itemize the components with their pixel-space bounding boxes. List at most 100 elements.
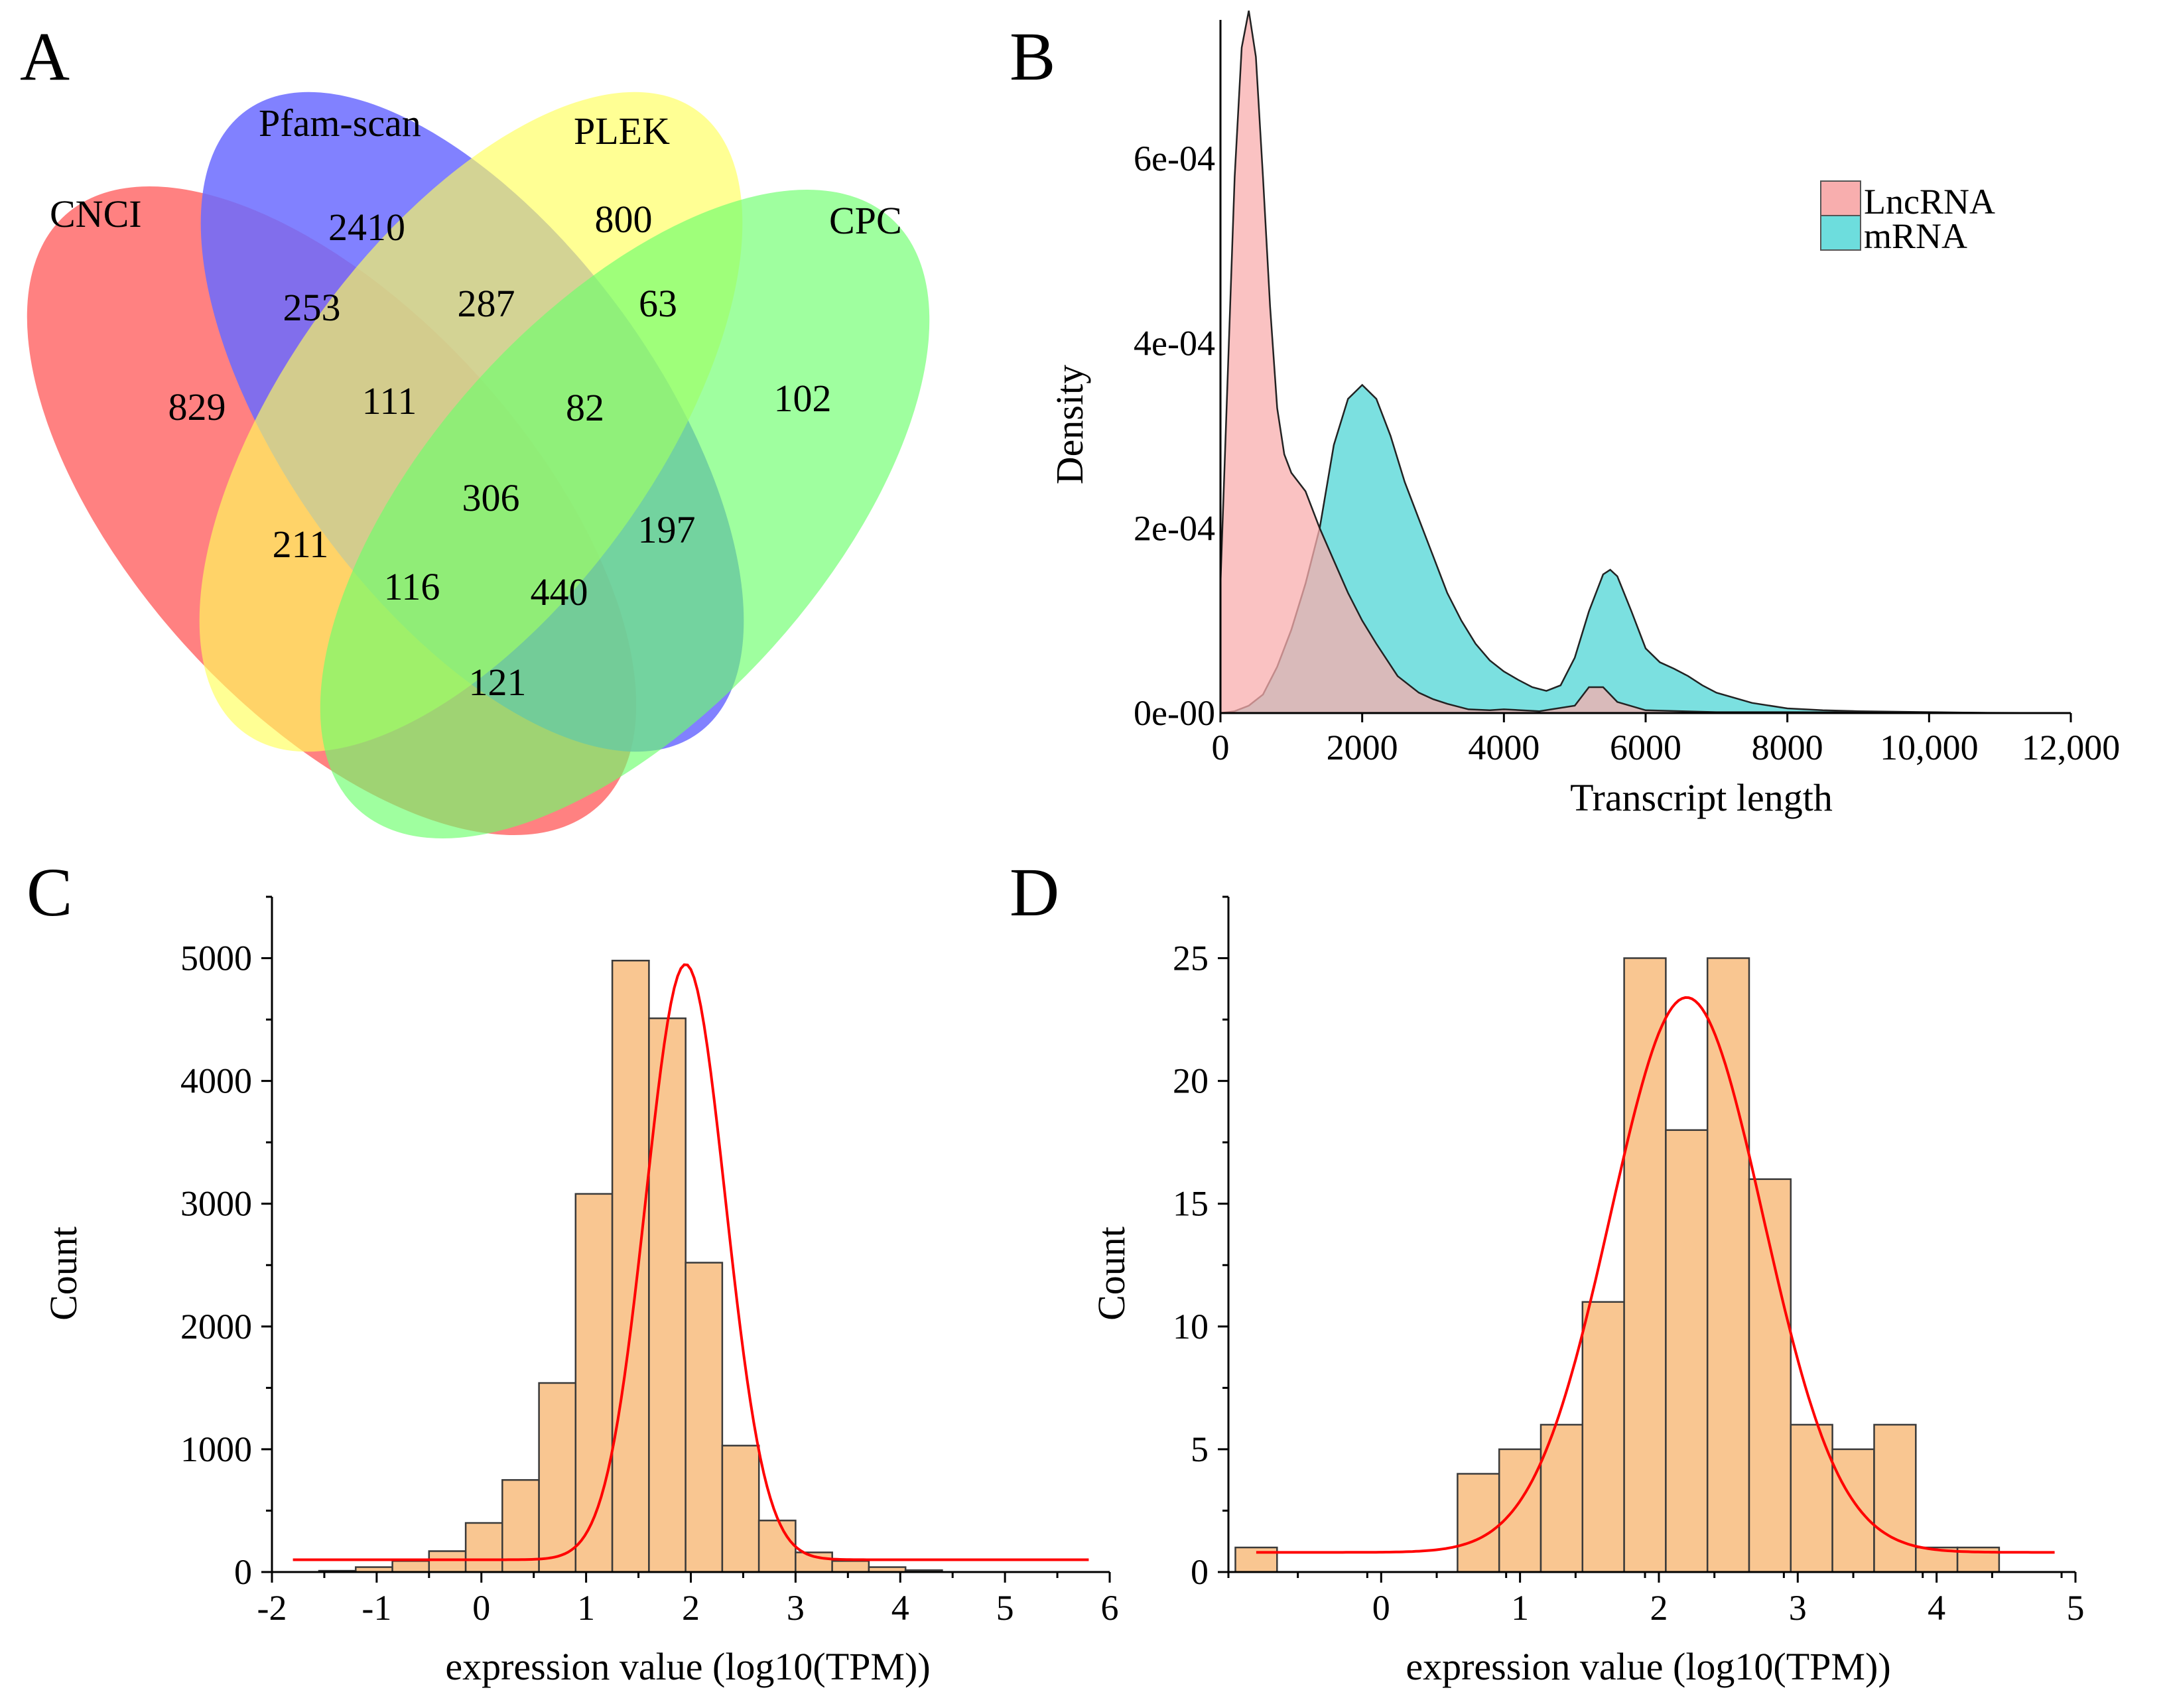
gaussian-fit-curve: [293, 963, 1089, 1561]
venn-region-count: 253: [283, 286, 341, 329]
venn-set-label-cpc: CPC: [829, 199, 902, 242]
density-axis-ticks: 0 2000 4000 6000 8000 10,000 12,000 0e-00 2e-04 4…: [1134, 139, 2120, 767]
histogram-bar: [1623, 957, 1667, 1573]
venn-set-label-pfam-scan: Pfam-scan: [259, 101, 421, 145]
y-axis-title: Count: [1090, 1226, 1133, 1321]
venn-set-label-plek: PLEK: [574, 109, 670, 153]
panel-b-label: B: [1010, 19, 1055, 95]
y-tick-label: 6e-04: [1134, 139, 1215, 178]
histogram-bar: [1665, 1129, 1709, 1573]
venn-region-count: 287: [458, 282, 515, 325]
density-area-lncrna: [1219, 10, 2071, 714]
density-plot-area: [1219, 10, 2071, 714]
venn-region-count: 111: [362, 379, 417, 423]
x-tick-label: 4: [891, 1588, 909, 1628]
x-tick-label: 4000: [1468, 728, 1540, 767]
venn-region-count: 116: [384, 565, 440, 608]
y-axis-title: Count: [42, 1226, 85, 1321]
venn-region-counts: 829 2410 800 102 253 287 63 111 82 306 2…: [168, 198, 832, 704]
venn-region-count: 829: [168, 385, 226, 428]
histogram-bar: [611, 959, 650, 1573]
venn-region-count: 440: [531, 570, 588, 614]
histogram-bar: [1498, 1448, 1542, 1573]
panel-d-label: D: [1010, 854, 1059, 931]
y-tick-label: 5000: [180, 939, 252, 978]
x-tick-label: 1: [1511, 1588, 1529, 1628]
x-tick-label: 12,000: [2022, 728, 2121, 767]
x-tick-label: 3: [1789, 1588, 1807, 1628]
y-tick-label: 15: [1173, 1184, 1209, 1224]
legend-label-lncrna: LncRNA: [1864, 182, 1995, 222]
y-tick-label: 2000: [180, 1307, 252, 1347]
histogram-bar: [538, 1382, 577, 1573]
legend-swatch-mrna: [1820, 215, 1861, 251]
x-tick-label: 10,000: [1880, 728, 1979, 767]
histogram-bar: [428, 1550, 467, 1573]
y-tick-label: 25: [1173, 939, 1209, 978]
histogram-axis-ticks: 0 1 2 3 4 5 0 5 10 15 20 25: [1173, 895, 2085, 1628]
x-tick-label: 6000: [1610, 728, 1681, 767]
x-axis-title: expression value (log10(TPM)): [1406, 1645, 1890, 1688]
panel-c-histogram: C -2 -1 0 1 2 3 4 5 6 0 1000 2000 3000 4000 5000 expre…: [27, 854, 1119, 1688]
venn-region-count: 63: [639, 282, 677, 325]
x-tick-label: 8000: [1752, 728, 1823, 767]
x-axis-title: expression value (log10(TPM)): [445, 1645, 930, 1688]
histogram-bar: [1748, 1178, 1792, 1573]
x-tick-label: 4: [1928, 1588, 1945, 1628]
histogram-bar: [1581, 1301, 1625, 1573]
venn-set-label-cnci: CNCI: [50, 192, 142, 235]
panel-a-label: A: [20, 19, 70, 95]
histogram-bar: [391, 1560, 430, 1573]
venn-region-count: 102: [774, 377, 832, 420]
histogram-bars: [318, 959, 943, 1573]
x-tick-label: 2000: [1327, 728, 1398, 767]
panel-d-histogram: D 0 1 2 3 4 5 0 5 10 15 20 25 expression value (log…: [1010, 854, 2085, 1688]
venn-region-count: 211: [273, 523, 329, 566]
histogram-axis-ticks: -2 -1 0 1 2 3 4 5 6 0 1000 2000 3000 4000 5000: [180, 895, 1119, 1628]
x-tick-label: 5: [996, 1588, 1014, 1628]
y-tick-label: 4e-04: [1134, 324, 1215, 363]
venn-region-count: 306: [462, 476, 520, 519]
histogram-bar: [721, 1445, 760, 1573]
y-tick-label: 0e-00: [1134, 693, 1215, 733]
venn-region-count: 197: [638, 508, 696, 551]
y-tick-label: 3000: [180, 1184, 252, 1224]
histogram-bar: [1457, 1473, 1500, 1573]
panel-a-venn: A CNCI Pfam-scan PLEK CPC 829 2410 800 1…: [20, 19, 930, 838]
y-tick-label: 20: [1173, 1061, 1209, 1101]
panel-c-label: C: [27, 854, 72, 931]
histogram-bar: [501, 1478, 540, 1573]
venn-region-count: 121: [469, 661, 527, 704]
x-tick-label: 5: [2067, 1588, 2085, 1628]
histogram-bar: [831, 1560, 870, 1573]
x-tick-label: 0: [1212, 728, 1230, 767]
y-tick-label: 0: [1191, 1552, 1209, 1592]
histogram-bar: [1706, 957, 1750, 1573]
x-tick-label: -1: [361, 1588, 391, 1628]
x-axis-title: Transcript length: [1570, 776, 1833, 819]
legend: LncRNA mRNA: [1820, 180, 1995, 256]
y-tick-label: 2e-04: [1134, 508, 1215, 548]
histogram-bar: [464, 1522, 503, 1573]
x-tick-label: 0: [1372, 1588, 1390, 1628]
venn-region-count: 82: [566, 386, 604, 429]
x-tick-label: 2: [682, 1588, 700, 1628]
legend-label-mrna: mRNA: [1864, 216, 1967, 256]
histogram-bar: [685, 1262, 724, 1573]
histogram-bar: [1873, 1423, 1917, 1573]
x-tick-label: 1: [577, 1588, 595, 1628]
x-tick-label: 2: [1650, 1588, 1668, 1628]
y-tick-label: 1000: [180, 1429, 252, 1469]
x-tick-label: -2: [257, 1588, 287, 1628]
y-tick-label: 10: [1173, 1307, 1209, 1347]
legend-swatch-lncrna: [1820, 180, 1861, 216]
histogram-bars: [1234, 957, 2001, 1573]
histogram-bar: [574, 1193, 614, 1573]
y-axis-title: Density: [1048, 365, 1091, 484]
x-tick-label: 3: [787, 1588, 805, 1628]
x-tick-label: 6: [1101, 1588, 1119, 1628]
histogram-bar: [757, 1520, 797, 1573]
panel-b-density-chart: B 0 2000 4000 6000 8000 10,000 12,000 0e-00 2e-0…: [1010, 10, 2120, 819]
y-tick-label: 4000: [180, 1061, 252, 1101]
venn-region-count: 2410: [328, 206, 405, 249]
